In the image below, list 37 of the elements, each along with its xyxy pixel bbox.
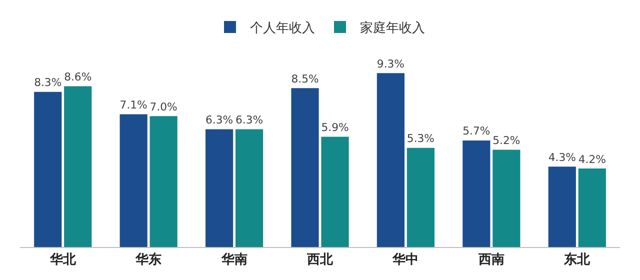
x-tick-label: 西北 (306, 252, 334, 268)
data-label: 7.1% (120, 98, 148, 112)
bar (235, 129, 264, 247)
x-tick-label: 东北 (563, 252, 592, 268)
legend-label: 家庭年收入 (360, 20, 425, 36)
bar (150, 116, 178, 247)
data-label: 5.9% (321, 120, 349, 134)
data-label: 7.0% (150, 100, 178, 114)
x-tick-label: 华东 (134, 252, 162, 268)
bar (321, 136, 349, 247)
bar (64, 86, 92, 247)
data-label: 6.3% (236, 114, 264, 127)
legend-label: 个人年收入 (250, 21, 315, 36)
bar (462, 140, 490, 247)
bar (406, 148, 435, 247)
data-label: 4.2% (578, 152, 606, 166)
x-tick-label: 华北 (48, 252, 77, 268)
bar (205, 129, 234, 247)
x-tick-label: 华中 (392, 252, 419, 268)
data-label: 8.5% (291, 72, 319, 86)
bar (548, 166, 576, 247)
data-label: 9.3% (376, 57, 404, 70)
data-label: 8.6% (64, 70, 92, 84)
bar (291, 88, 319, 247)
data-label: 5.7% (462, 124, 490, 138)
x-tick-label: 华南 (220, 252, 248, 268)
data-label: 5.3% (406, 132, 434, 146)
data-label: 4.3% (548, 150, 576, 164)
x-tick-label: 西南 (477, 252, 504, 268)
bar (120, 114, 148, 247)
data-label: 8.3% (34, 76, 62, 90)
bar (578, 168, 606, 247)
bar (34, 92, 62, 247)
data-label: 5.2% (492, 134, 520, 148)
bar (376, 73, 405, 247)
data-label: 6.3% (206, 114, 234, 127)
bar (492, 150, 520, 247)
